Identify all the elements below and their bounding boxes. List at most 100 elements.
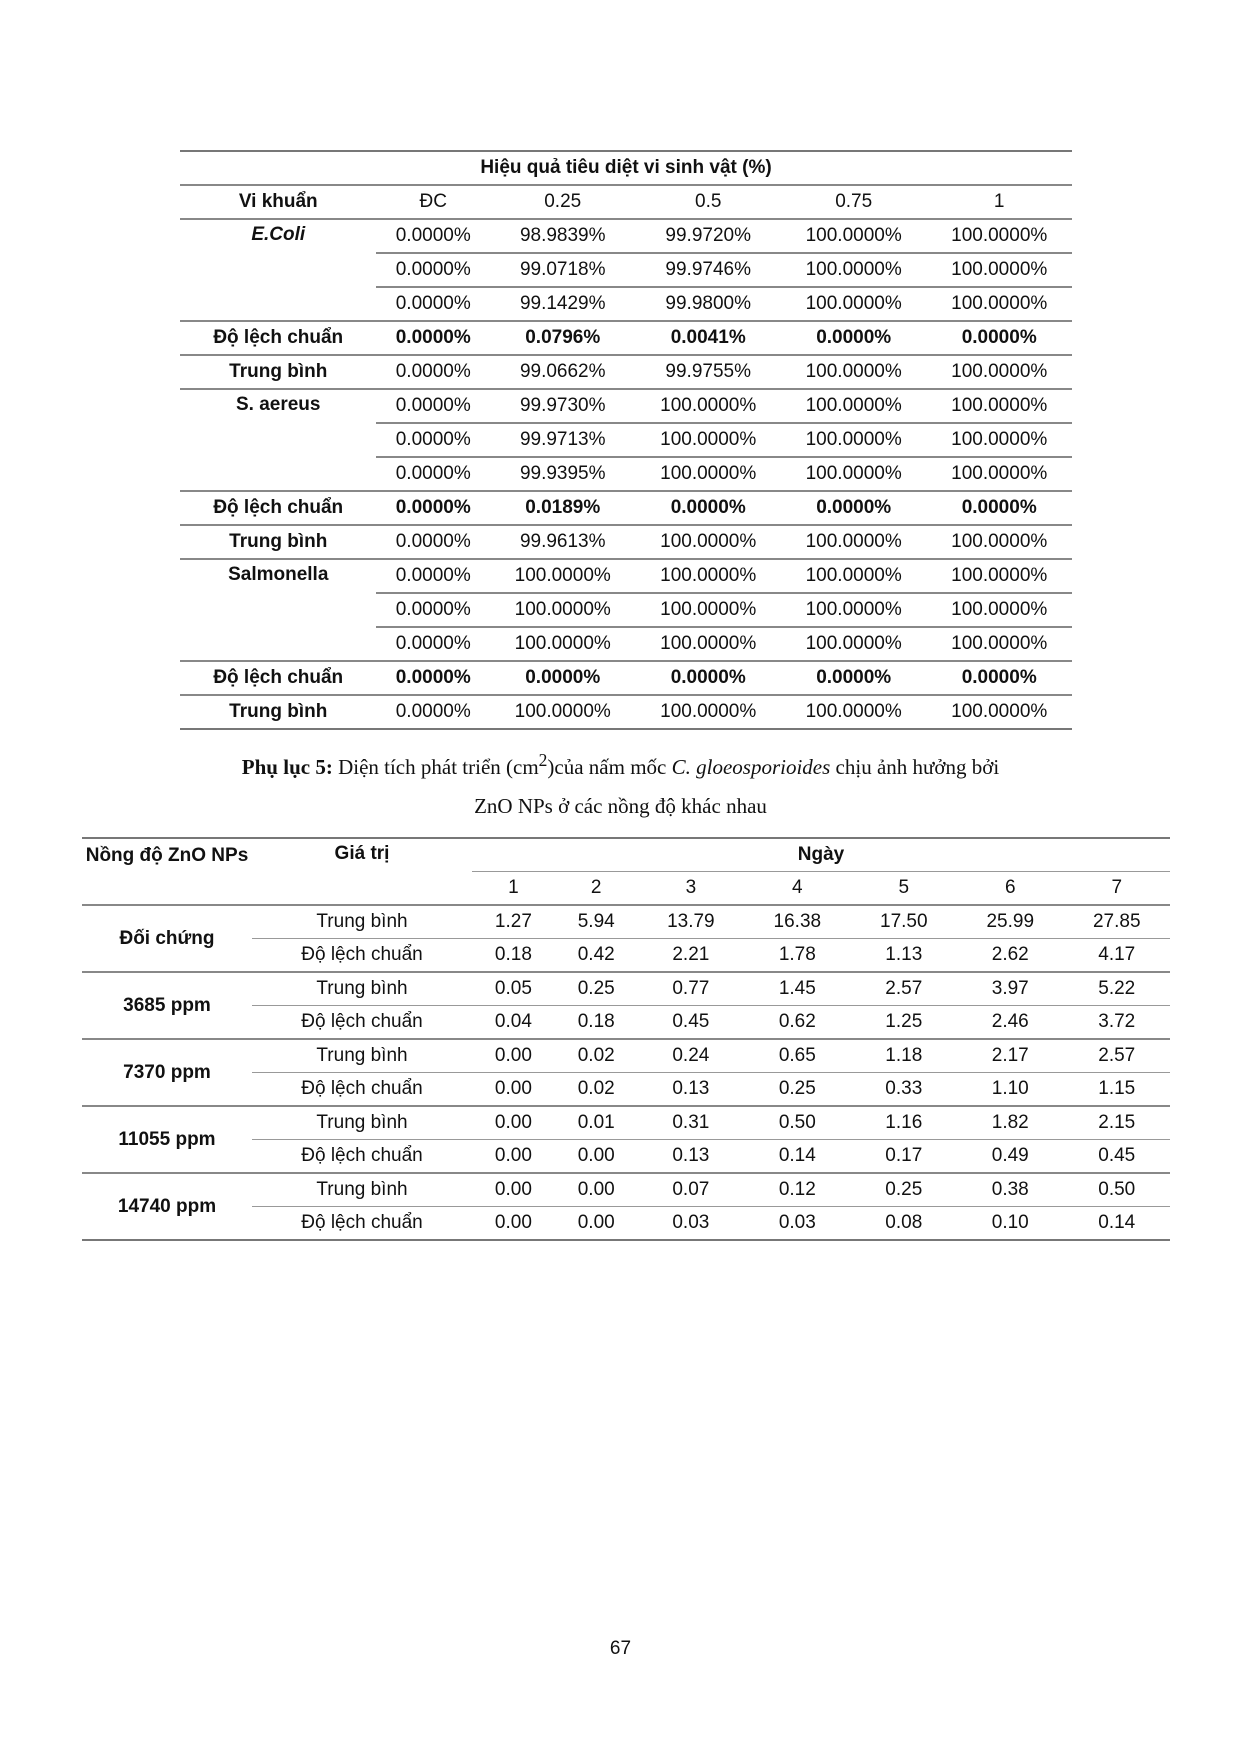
value-cell: 0.0000% bbox=[376, 558, 490, 593]
value-cell: 3.72 bbox=[1063, 1005, 1170, 1039]
value-cell: 0.00 bbox=[472, 1038, 555, 1073]
value-cell: 0.04 bbox=[472, 1005, 555, 1039]
value-cell: 0.38 bbox=[957, 1172, 1064, 1207]
column-header: Vi khuẩn bbox=[180, 184, 377, 219]
value-cell: 99.9713% bbox=[489, 422, 636, 457]
value-cell: 0.33 bbox=[850, 1072, 958, 1106]
value-type-label: Trung bình bbox=[252, 1105, 472, 1140]
value-cell: 100.0000% bbox=[635, 456, 781, 491]
value-cell: 100.0000% bbox=[635, 626, 781, 661]
value-cell: 0.50 bbox=[1063, 1172, 1170, 1207]
table-title-row: Hiệu quả tiêu diệt vi sinh vật (%) bbox=[180, 151, 1072, 185]
row-label: Độ lệch chuẩn bbox=[180, 490, 377, 525]
value-cell: 0.25 bbox=[850, 1172, 958, 1207]
table-row: Độ lệch chuẩn 0.00 0.02 0.13 0.25 0.33 1.10 1.1… bbox=[82, 1072, 1170, 1106]
value-cell: 99.1429% bbox=[489, 286, 636, 321]
value-cell: 0.0796% bbox=[489, 320, 636, 355]
value-cell: 2.62 bbox=[957, 938, 1064, 972]
value-type-label: Trung bình bbox=[252, 904, 472, 939]
bacteria-name: E.Coli bbox=[180, 218, 377, 321]
value-cell: 0.0000% bbox=[926, 660, 1072, 695]
value-cell: 0.03 bbox=[637, 1206, 745, 1240]
value-cell: 0.00 bbox=[554, 1139, 638, 1173]
value-cell: 0.0000% bbox=[376, 490, 490, 525]
value-cell: 0.0000% bbox=[376, 524, 490, 559]
value-cell: 100.0000% bbox=[780, 388, 927, 423]
value-cell: 100.0000% bbox=[780, 422, 927, 457]
value-type-label: Độ lệch chuẩn bbox=[252, 1005, 472, 1039]
value-cell: 0.00 bbox=[554, 1206, 638, 1240]
value-cell: 0.0000% bbox=[376, 388, 490, 423]
value-cell: 100.0000% bbox=[780, 218, 927, 253]
day-header: 6 bbox=[1004, 877, 1016, 898]
value-cell: 100.0000% bbox=[635, 422, 781, 457]
value-cell: 0.13 bbox=[637, 1139, 745, 1173]
row-label: Trung bình bbox=[180, 354, 377, 389]
value-cell: 0.0000% bbox=[376, 592, 490, 627]
row-label: Trung bình bbox=[180, 694, 377, 729]
bacteria-name: S. aereus bbox=[180, 388, 377, 491]
header-day: Ngày bbox=[472, 838, 1170, 872]
value-cell: 1.16 bbox=[850, 1105, 958, 1140]
column-header: 0.75 bbox=[780, 184, 927, 219]
value-cell: 0.0000% bbox=[376, 660, 490, 695]
value-cell: 1.27 bbox=[472, 904, 555, 939]
table-row: Salmonella 0.0000% 100.0000% 100.0000% 100.0… bbox=[180, 558, 1072, 661]
column-header: 0.25 bbox=[489, 184, 636, 219]
table-row: Đối chứng Trung bình 1.27 5.94 13.79 16.38 17.… bbox=[82, 904, 1170, 972]
std-dev-row: Độ lệch chuẩn 0.0000% 0.0000% 0.0000% 0.0000… bbox=[180, 660, 1072, 695]
table-row: 0.0000% 100.0000% 100.0000% 100.0000% 100.00… bbox=[180, 626, 1072, 661]
value-cell: 100.0000% bbox=[780, 558, 927, 593]
day-header: 1 bbox=[508, 877, 519, 898]
caption-text: chịu ảnh hưởng bởi bbox=[830, 755, 1000, 779]
std-dev-row: Độ lệch chuẩn 0.0000% 0.0796% 0.0041% 0.0000… bbox=[180, 320, 1072, 355]
value-cell: 0.25 bbox=[744, 1072, 851, 1106]
table-row: 14740 ppm Trung bình 0.00 0.00 0.07 0.12 0.25 0… bbox=[82, 1172, 1170, 1240]
table-row: 0.0000% 99.1429% 99.9800% 100.0000% 100.0000… bbox=[180, 286, 1072, 321]
value-cell: 0.0000% bbox=[376, 694, 490, 729]
value-cell: 100.0000% bbox=[635, 592, 781, 627]
value-cell: 100.0000% bbox=[635, 524, 781, 559]
row-label: Trung bình bbox=[180, 524, 377, 559]
value-cell: 2.57 bbox=[1063, 1038, 1170, 1073]
value-cell: 0.00 bbox=[472, 1206, 555, 1240]
table-row: 3685 ppm Trung bình 0.05 0.25 0.77 1.45 2.57 3.… bbox=[82, 971, 1170, 1039]
value-cell: 0.02 bbox=[554, 1072, 638, 1106]
value-cell: 0.14 bbox=[744, 1139, 851, 1173]
value-cell: 100.0000% bbox=[635, 558, 781, 593]
value-cell: 99.9800% bbox=[635, 286, 781, 321]
column-header: 1 bbox=[926, 184, 1072, 219]
value-cell: 100.0000% bbox=[926, 218, 1072, 253]
value-cell: 100.0000% bbox=[926, 694, 1072, 729]
value-cell: 0.03 bbox=[744, 1206, 851, 1240]
table-row: 11055 ppm Trung bình 0.00 0.01 0.31 0.50 1.16 1… bbox=[82, 1105, 1170, 1173]
value-cell: 0.08 bbox=[850, 1206, 958, 1240]
value-cell: 100.0000% bbox=[780, 524, 927, 559]
value-cell: 1.78 bbox=[744, 938, 851, 972]
value-cell: 0.65 bbox=[744, 1038, 851, 1073]
value-cell: 0.07 bbox=[637, 1172, 745, 1207]
value-cell: 98.9839% bbox=[489, 218, 636, 253]
value-cell: 100.0000% bbox=[926, 558, 1072, 593]
value-cell: 27.85 bbox=[1063, 904, 1170, 939]
value-cell: 0.0000% bbox=[780, 490, 927, 525]
value-cell: 2.15 bbox=[1063, 1105, 1170, 1140]
value-cell: 0.0000% bbox=[376, 354, 490, 389]
value-cell: 0.45 bbox=[637, 1005, 745, 1039]
table-row: E.Coli 0.0000% 98.9839% 99.9720% 100.0000% 10… bbox=[180, 218, 1072, 321]
page-number: 67 bbox=[609, 1638, 632, 1659]
value-cell: 0.10 bbox=[957, 1206, 1064, 1240]
appendix-caption: Phụ lục 5: Diện tích phát triển (cm2)của… bbox=[0, 750, 1241, 780]
value-cell: 0.77 bbox=[637, 971, 745, 1006]
table-row: 0.0000% 99.9713% 100.0000% 100.0000% 100.000… bbox=[180, 422, 1072, 457]
caption-text: Diện tích phát triển (cm bbox=[332, 755, 539, 779]
value-cell: 1.15 bbox=[1063, 1072, 1170, 1106]
value-cell: 0.0000% bbox=[376, 422, 490, 457]
value-type-label: Trung bình bbox=[252, 971, 472, 1006]
value-cell: 99.9755% bbox=[635, 354, 781, 389]
value-cell: 0.00 bbox=[472, 1139, 555, 1173]
day-header: 3 bbox=[685, 877, 697, 898]
column-header: ĐC bbox=[376, 184, 490, 219]
concentration-label: Đối chứng bbox=[82, 904, 252, 972]
